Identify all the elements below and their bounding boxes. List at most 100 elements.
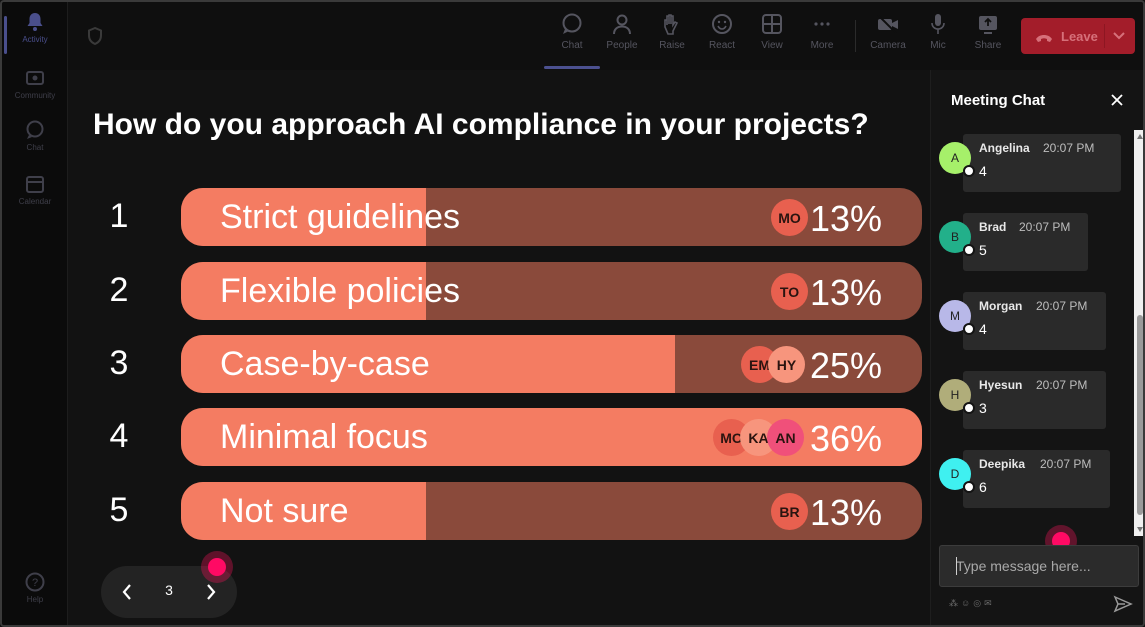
toolbar-button-label: Chat	[561, 40, 583, 51]
rail-item-calendar[interactable]: Calendar	[2, 174, 68, 224]
option-percent: 13%	[809, 272, 882, 313]
message-author: Angelina	[979, 141, 1030, 155]
option-label: Not sure	[220, 492, 349, 530]
option-label: Case-by-case	[220, 345, 430, 383]
chevron-left-icon[interactable]	[114, 579, 140, 605]
leave-divider	[1104, 24, 1105, 48]
left-rail: Activity Community Chat Calendar ? Help	[2, 2, 68, 625]
emoji-icon[interactable]: ☺	[961, 598, 974, 608]
toolbar-chat-button[interactable]: Chat	[544, 12, 600, 69]
toolbar-divider	[855, 20, 856, 52]
message-author: Morgan	[979, 299, 1023, 313]
rail-item-label: Help	[26, 595, 44, 604]
poll-option-bar[interactable]: Strict guidelines MO 13%	[181, 188, 922, 246]
poll-option-bar[interactable]: Flexible policies TO 13%	[181, 262, 922, 320]
option-label: Strict guidelines	[220, 198, 461, 236]
message-bubble: Deepika 20:07 PM 6	[963, 450, 1110, 508]
send-icon[interactable]	[1113, 594, 1133, 614]
view-grid-icon	[760, 12, 784, 36]
toolbar-button-label: View	[761, 40, 783, 51]
raise-hand-icon	[660, 12, 684, 36]
presence-dot	[963, 402, 975, 414]
help-icon: ?	[25, 572, 45, 592]
svg-text:?: ?	[32, 577, 38, 589]
calendar-icon	[25, 174, 45, 194]
react-emoji-icon	[710, 12, 734, 36]
message-bubble: Angelina 20:07 PM 4	[963, 134, 1121, 192]
toolbar-share-button[interactable]: Share	[966, 12, 1010, 62]
format-icon[interactable]: ⁂	[949, 598, 961, 608]
rail-item-help[interactable]: ? Help	[2, 572, 68, 622]
meeting-chat-panel: Meeting Chat Angelina 20:07 PM 4 A Brad …	[930, 70, 1143, 625]
rail-item-label: Calendar	[18, 197, 52, 206]
chat-message-list: Angelina 20:07 PM 4 A Brad 20:07 PM 5 B …	[931, 130, 1134, 536]
message-author: Brad	[979, 220, 1007, 234]
toolbar-raise-button[interactable]: Raise	[650, 12, 694, 62]
toolbar-more-button[interactable]: More	[800, 12, 844, 62]
option-number: 2	[109, 271, 129, 309]
rail-item-activity[interactable]: Activity	[2, 12, 68, 62]
hang-up-icon	[1035, 31, 1053, 42]
toolbar-camera-button[interactable]: Camera	[866, 12, 910, 62]
poll-question: How do you approach AI compliance in you…	[93, 108, 869, 141]
message-text: 3	[979, 400, 987, 416]
option-fill	[181, 482, 426, 540]
option-fill	[181, 188, 426, 246]
chat-message: Deepika 20:07 PM 6 D	[939, 450, 1119, 514]
chat-scrollbar[interactable]	[1134, 130, 1143, 536]
toolbar-mic-button[interactable]: Mic	[916, 12, 960, 62]
chevron-down-icon[interactable]	[1112, 28, 1126, 42]
poll-option-bar[interactable]: Case-by-case EM HY 25%	[181, 335, 922, 393]
rail-item-community[interactable]: Community	[2, 68, 68, 118]
message-text: 5	[979, 242, 987, 258]
chat-message: Angelina 20:07 PM 4 A	[939, 134, 1121, 198]
scroll-down-icon[interactable]	[1137, 527, 1143, 532]
message-text: 4	[979, 163, 987, 179]
option-percent: 13%	[809, 492, 882, 533]
meeting-toolbar: Chat People Raise React View	[68, 2, 1143, 70]
toolbar-button-label: Camera	[870, 40, 906, 51]
chevron-right-icon[interactable]	[198, 579, 224, 605]
rail-item-label: Chat	[26, 143, 44, 152]
option-percent: 36%	[809, 418, 882, 459]
close-icon[interactable]	[1109, 92, 1125, 108]
rail-item-label: Activity	[22, 35, 48, 44]
option-number: 1	[109, 197, 129, 235]
option-percent: 25%	[809, 345, 882, 386]
scroll-up-icon[interactable]	[1137, 134, 1143, 139]
poll-option-bar[interactable]: Not sure BR 13%	[181, 482, 922, 540]
rail-item-label: Community	[14, 91, 56, 100]
poll-option-bar[interactable]: Minimal focus MO KA AN 36%	[181, 408, 922, 466]
toolbar-button-label: Raise	[659, 40, 685, 51]
option-percent: 13%	[809, 198, 882, 239]
sticker-icon[interactable]: ✉	[984, 598, 995, 608]
chat-message-input[interactable]: Type message here...	[939, 545, 1139, 587]
toolbar-react-button[interactable]: React	[700, 12, 744, 62]
message-time: 20:07 PM	[1043, 141, 1095, 155]
format-toolbar[interactable]: ⁂☺◎✉	[949, 598, 995, 609]
toolbar-people-button[interactable]: People	[600, 12, 644, 62]
message-bubble: Morgan 20:07 PM 4	[963, 292, 1106, 350]
voter-avatar: MO	[771, 199, 808, 236]
message-text: 4	[979, 321, 987, 337]
toolbar-view-button[interactable]: View	[750, 12, 794, 62]
presence-dot	[963, 481, 975, 493]
rail-item-chat[interactable]: Chat	[2, 120, 68, 170]
chat-icon	[560, 12, 584, 36]
leave-button[interactable]: Leave	[1021, 18, 1135, 54]
voter-avatar: HY	[768, 346, 805, 383]
share-icon	[976, 12, 1000, 36]
more-dots-icon	[810, 12, 834, 36]
presence-dot	[963, 244, 975, 256]
option-label: Minimal focus	[220, 418, 428, 456]
toolbar-button-label: More	[810, 40, 834, 51]
voter-avatar: AN	[767, 419, 804, 456]
scroll-thumb[interactable]	[1137, 315, 1143, 515]
message-bubble: Hyesun 20:07 PM 3	[963, 371, 1106, 429]
presence-dot	[963, 323, 975, 335]
gif-icon[interactable]: ◎	[973, 598, 985, 608]
option-number: 5	[109, 491, 129, 529]
message-time: 20:07 PM	[1036, 299, 1088, 313]
option-label: Flexible policies	[220, 272, 460, 310]
